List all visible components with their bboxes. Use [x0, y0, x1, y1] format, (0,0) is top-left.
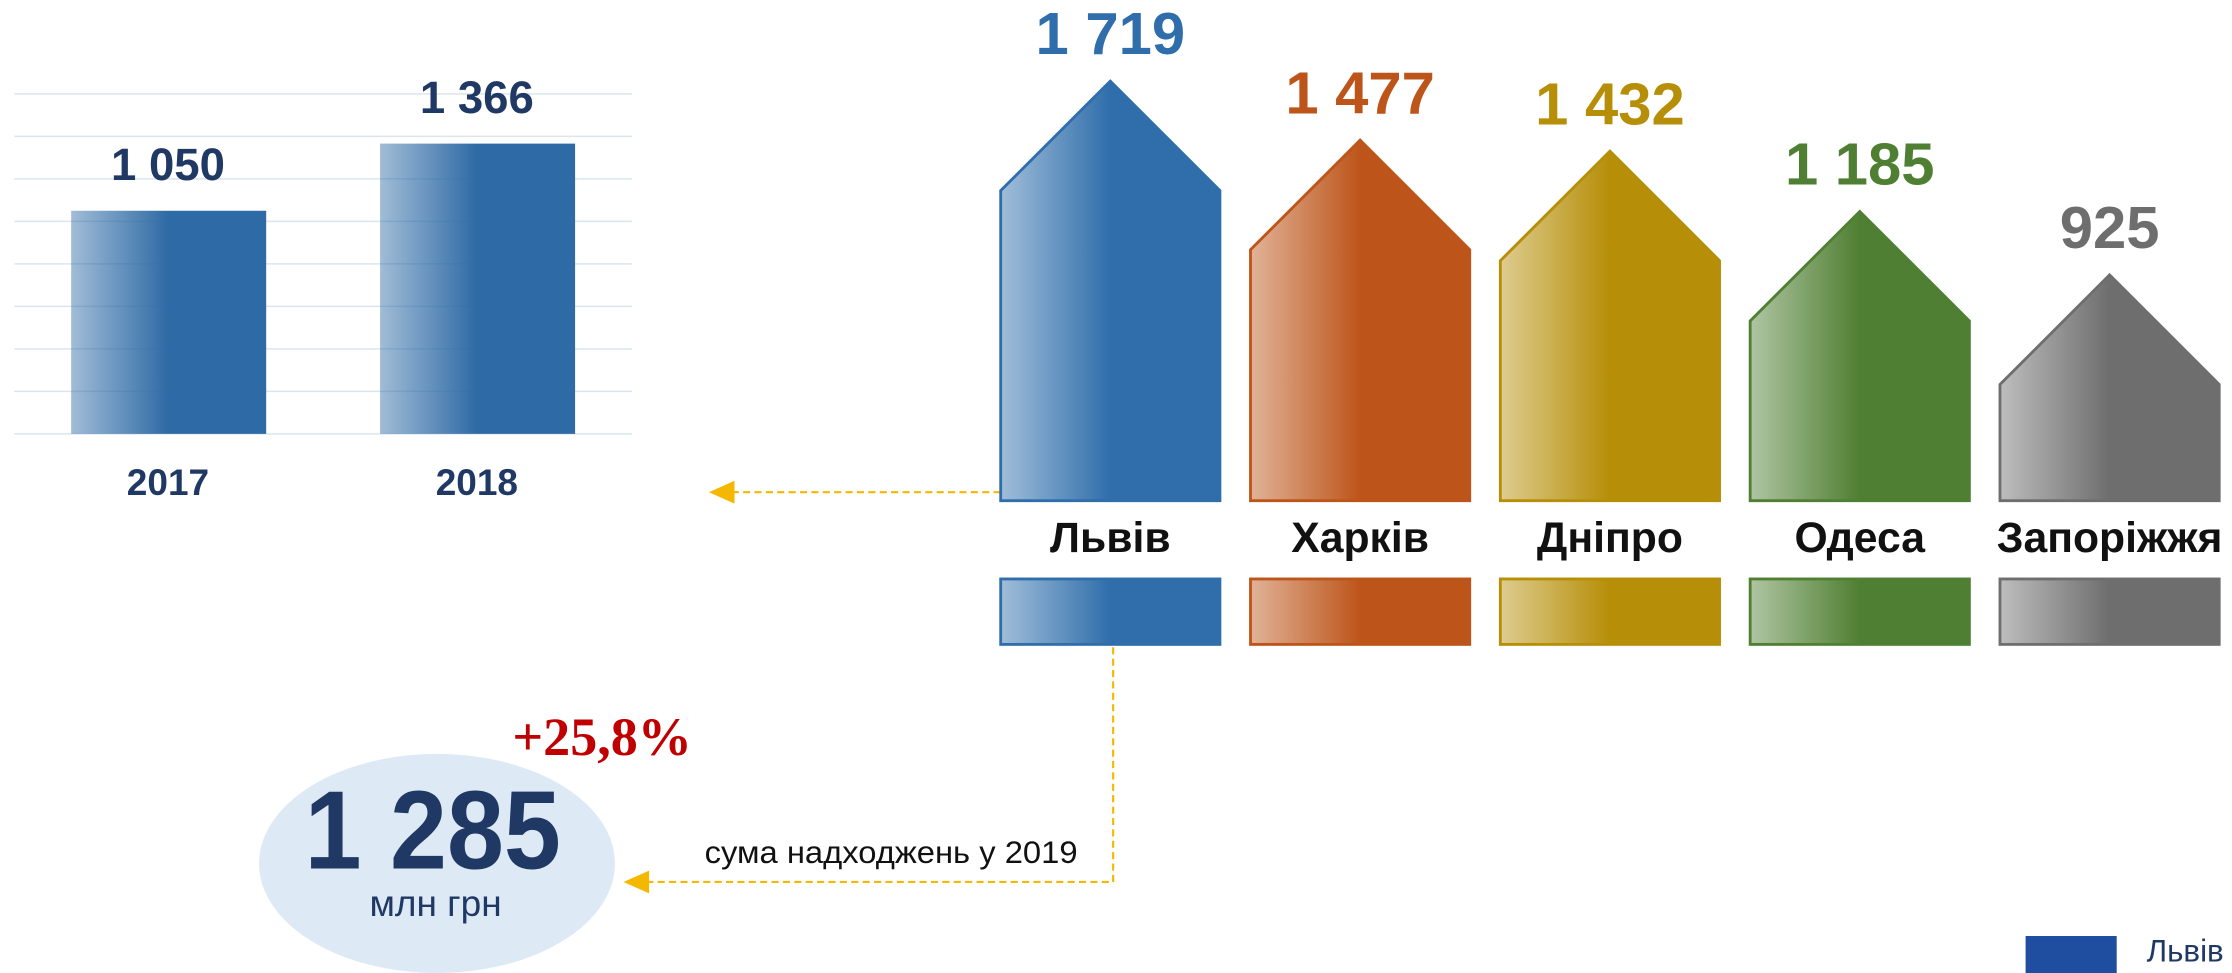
house — [1249, 138, 1472, 503]
category-label: Львів — [1050, 514, 1171, 562]
callout-unit: млн грн — [369, 883, 501, 924]
callout-note: сума надходжень у 2019 — [705, 835, 1078, 870]
house — [1498, 149, 1721, 503]
category-label: Запоріжжя — [1997, 514, 2223, 562]
value-label: 1 366 — [420, 72, 534, 123]
color-swatch — [1249, 577, 1472, 646]
arrow-head — [623, 870, 650, 894]
callout-bubble — [259, 753, 615, 973]
value-label: 1 185 — [1785, 131, 1935, 198]
arrow-head — [708, 480, 735, 504]
house — [999, 79, 1222, 503]
callout-change: +25,8% — [512, 707, 692, 767]
value-label: 1 432 — [1535, 70, 1685, 137]
value-label: 925 — [2060, 194, 2160, 261]
x-tick-label: 2017 — [127, 462, 209, 503]
house — [1998, 272, 2221, 503]
footer-logo — [2025, 936, 2117, 973]
value-label: 1 719 — [1036, 0, 1186, 67]
color-swatch — [1748, 577, 1971, 646]
connector-lines — [643, 491, 1115, 884]
bar — [380, 143, 576, 434]
color-swatch — [1998, 577, 2221, 646]
footer-text: Львів — [2147, 933, 2224, 968]
value-label: 1 050 — [111, 139, 225, 190]
house — [1748, 209, 1971, 503]
category-label: Одеса — [1795, 514, 1926, 562]
category-label: Харків — [1291, 514, 1429, 562]
value-label: 1 477 — [1285, 59, 1435, 126]
color-swatch — [1498, 577, 1721, 646]
x-tick-label: 2018 — [436, 462, 518, 503]
color-swatch — [999, 577, 1222, 646]
bar — [71, 210, 267, 434]
category-label: Дніпро — [1537, 514, 1683, 562]
callout-value: 1 285 — [305, 769, 561, 893]
